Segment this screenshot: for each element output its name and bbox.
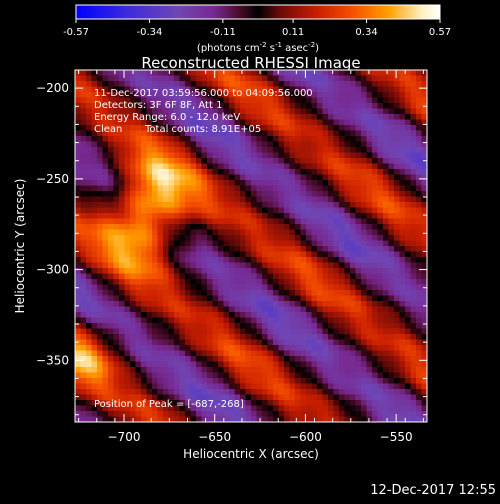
- y-axis-label: Heliocentric Y (arcsec): [13, 179, 27, 314]
- heatmap-image: [75, 70, 427, 422]
- chart-title: Reconstructed RHESSI Image: [141, 54, 360, 72]
- annotation-peak: Position of Peak = [-687,-268]: [94, 399, 244, 410]
- annotation-counts: Total counts: 8.91E+05: [144, 124, 261, 135]
- annotation-method: Clean: [94, 124, 122, 135]
- colorbar-tick-label: 0.11: [282, 27, 304, 38]
- annotation-energy: Energy Range: 6.0 - 12.0 keV: [94, 112, 240, 123]
- colorbar-tick-label: -0.11: [210, 27, 236, 38]
- footer-timestamp: 12-Dec-2017 12:55: [370, 483, 496, 498]
- colorbar-tick-label: -0.34: [137, 27, 163, 38]
- y-tick-label: −250: [36, 172, 69, 186]
- x-axis-label: Heliocentric X (arcsec): [183, 447, 319, 461]
- colorbar-tick-label: 0.34: [355, 27, 377, 38]
- annotations: 11-Dec-2017 03:59:56.000 to 04:09:56.000…: [94, 88, 313, 410]
- y-tick-label: −350: [36, 353, 69, 367]
- y-tick-label: −300: [36, 263, 69, 277]
- plot-frame: [74, 69, 428, 423]
- y-tick-label: −200: [36, 81, 69, 95]
- x-tick-label: −650: [198, 430, 231, 444]
- heatmap-area: [75, 70, 427, 422]
- x-tick-label: −700: [108, 430, 141, 444]
- annotation-detectors: Detectors: 3F 6F 8F, Att 1: [94, 100, 222, 111]
- x-tick-label: −550: [380, 430, 413, 444]
- x-tick-label: −600: [289, 430, 322, 444]
- axis-ticks: −700 −650 −600 −550 −200 −250 −300 −350: [36, 69, 427, 444]
- annotation-time-range: 11-Dec-2017 03:59:56.000 to 04:09:56.000: [94, 88, 313, 99]
- colorbar-tick-label: 0.57: [429, 27, 451, 38]
- colorbar-tick-label: -0.57: [63, 27, 89, 38]
- colorbar-ticks: -0.57 -0.34 -0.11 0.11 0.34 0.57: [63, 19, 451, 38]
- colorbar: [75, 4, 441, 20]
- colorbar-units: (photons cm-2 s-1 asec-2): [197, 41, 319, 54]
